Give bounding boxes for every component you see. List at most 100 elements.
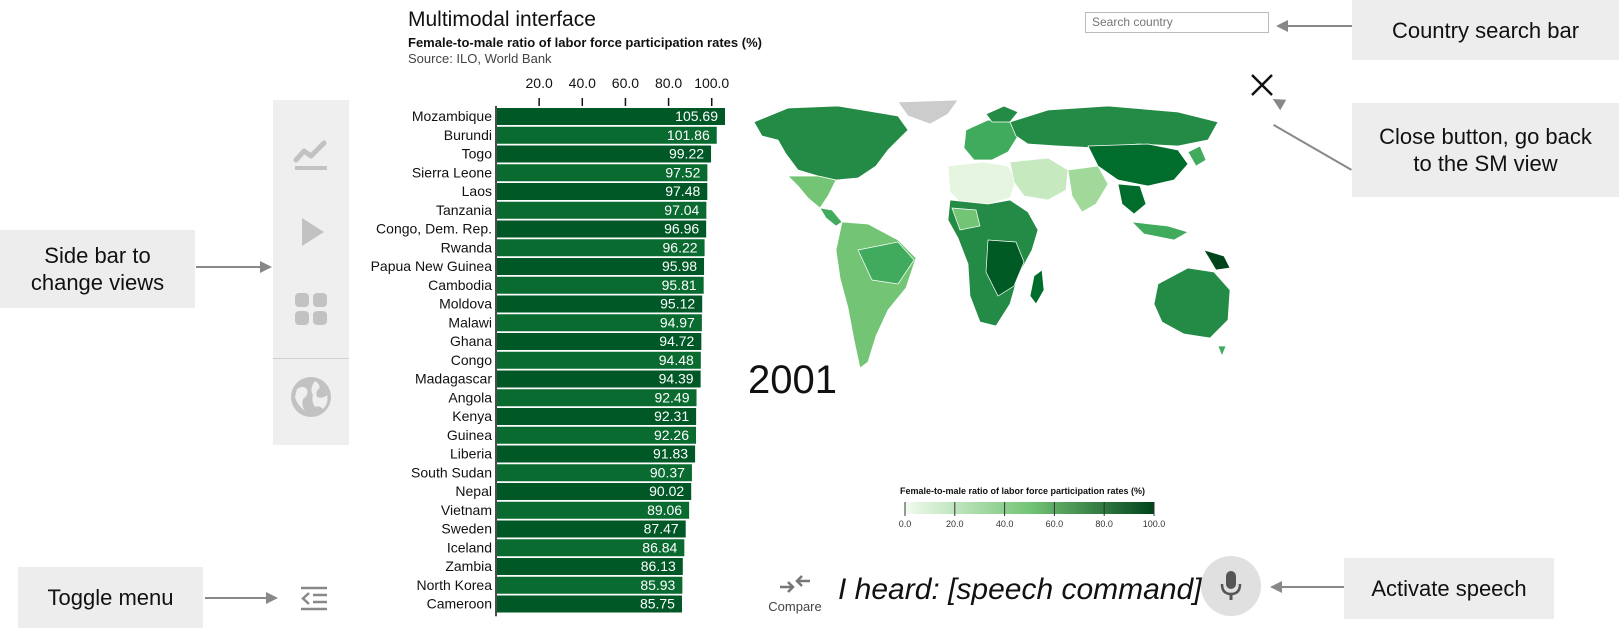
globe-icon — [291, 377, 331, 417]
map-year-label: 2001 — [748, 358, 837, 402]
compare-button[interactable]: Compare — [765, 572, 825, 614]
category-label: Guinea — [447, 427, 492, 443]
bar[interactable] — [497, 595, 682, 613]
bar[interactable] — [497, 389, 697, 407]
mic-button[interactable] — [1201, 556, 1261, 616]
bar[interactable] — [497, 239, 705, 257]
map-country[interactable] — [1187, 145, 1207, 167]
line-chart-button[interactable] — [289, 133, 333, 177]
map-country[interactable] — [1009, 105, 1219, 149]
callout-speech: Activate speech — [1344, 558, 1554, 619]
category-label: Kenya — [452, 408, 492, 424]
legend-tick-label: 40.0 — [996, 519, 1014, 529]
value-label: 96.96 — [664, 221, 699, 237]
value-label: 92.26 — [654, 427, 689, 443]
bar[interactable] — [497, 539, 685, 557]
category-label: Zambia — [445, 558, 492, 574]
x-tick-label: 100.0 — [694, 75, 729, 91]
map-country[interactable] — [963, 119, 1019, 161]
map-country[interactable] — [1009, 157, 1069, 201]
value-label: 90.37 — [650, 464, 685, 480]
bar[interactable] — [497, 108, 725, 125]
category-label: Vietnam — [441, 502, 492, 518]
bar[interactable] — [497, 201, 707, 219]
chart-subtitle: Female-to-male ratio of labor force part… — [408, 35, 762, 50]
grid-view-button[interactable] — [289, 287, 333, 331]
bar[interactable] — [497, 220, 707, 238]
bar[interactable] — [497, 445, 696, 463]
map-country[interactable] — [1087, 143, 1189, 187]
category-label: Cambodia — [428, 277, 492, 293]
category-label: Liberia — [450, 446, 492, 462]
bar[interactable] — [497, 426, 697, 444]
map-country[interactable] — [1131, 221, 1189, 241]
bar[interactable] — [497, 145, 712, 163]
map-country[interactable] — [1203, 249, 1231, 271]
map-country[interactable] — [819, 207, 843, 227]
toggle-menu-button[interactable] — [299, 584, 329, 612]
map-country[interactable] — [897, 100, 959, 125]
bar[interactable] — [497, 258, 705, 275]
legend-tick-label: 80.0 — [1095, 519, 1113, 529]
callout-arrowhead — [1276, 20, 1288, 32]
value-label: 101.86 — [667, 127, 710, 143]
bar[interactable] — [497, 164, 708, 182]
callout-text: Activate speech — [1371, 576, 1527, 601]
bar[interactable] — [497, 351, 701, 369]
choropleth-map[interactable] — [748, 100, 1244, 380]
map-country[interactable] — [1217, 345, 1227, 357]
bar[interactable] — [497, 520, 686, 538]
sidebar-divider — [273, 358, 349, 359]
bar[interactable] — [497, 464, 692, 482]
map-country[interactable] — [985, 105, 1019, 123]
category-label: Tanzania — [436, 202, 492, 218]
callout-text: Toggle menu — [47, 585, 174, 610]
map-country[interactable] — [1117, 183, 1147, 215]
value-label: 94.39 — [659, 371, 694, 387]
map-country[interactable] — [985, 239, 1025, 297]
category-label: Angola — [448, 389, 492, 405]
bar[interactable] — [497, 408, 697, 425]
bar[interactable] — [497, 558, 683, 575]
map-country[interactable] — [1029, 269, 1045, 305]
bar[interactable] — [497, 183, 708, 200]
bar[interactable] — [497, 295, 703, 313]
map-country[interactable] — [857, 241, 915, 285]
callout-text: Country search bar — [1391, 17, 1580, 43]
x-tick-label: 20.0 — [526, 75, 553, 91]
category-label: Laos — [462, 183, 492, 199]
category-label: Nepal — [455, 483, 492, 499]
globe-view-button[interactable] — [289, 375, 333, 419]
play-button[interactable] — [289, 210, 333, 254]
category-label: North Korea — [417, 577, 493, 593]
bar[interactable] — [497, 314, 702, 332]
callout-arrow — [1282, 586, 1344, 588]
map-country[interactable] — [835, 221, 917, 369]
page-title: Multimodal interface — [408, 8, 596, 31]
bar[interactable] — [497, 501, 690, 519]
value-label: 85.93 — [640, 577, 675, 593]
menu-toggle-icon — [301, 586, 327, 611]
map-country[interactable] — [947, 161, 1017, 205]
value-label: 94.72 — [659, 333, 694, 349]
map-country[interactable] — [951, 207, 981, 231]
value-label: 86.13 — [641, 558, 676, 574]
bar[interactable] — [497, 276, 704, 294]
value-label: 95.98 — [662, 258, 697, 274]
category-label: Togo — [462, 146, 493, 162]
map-country[interactable] — [753, 105, 909, 181]
category-label: Mozambique — [412, 108, 492, 124]
close-button[interactable] — [1249, 72, 1275, 98]
map-country[interactable] — [787, 175, 837, 209]
map-country[interactable] — [1153, 267, 1231, 339]
bar[interactable] — [497, 333, 702, 350]
map-country[interactable] — [1067, 165, 1109, 213]
bar[interactable] — [497, 483, 692, 500]
category-label: Cameroon — [427, 596, 492, 612]
bar[interactable] — [497, 576, 683, 594]
bar[interactable] — [497, 370, 701, 388]
value-label: 91.83 — [653, 446, 688, 462]
bar[interactable] — [497, 126, 717, 144]
callout-text: change views — [30, 270, 165, 295]
search-input[interactable] — [1085, 12, 1269, 33]
